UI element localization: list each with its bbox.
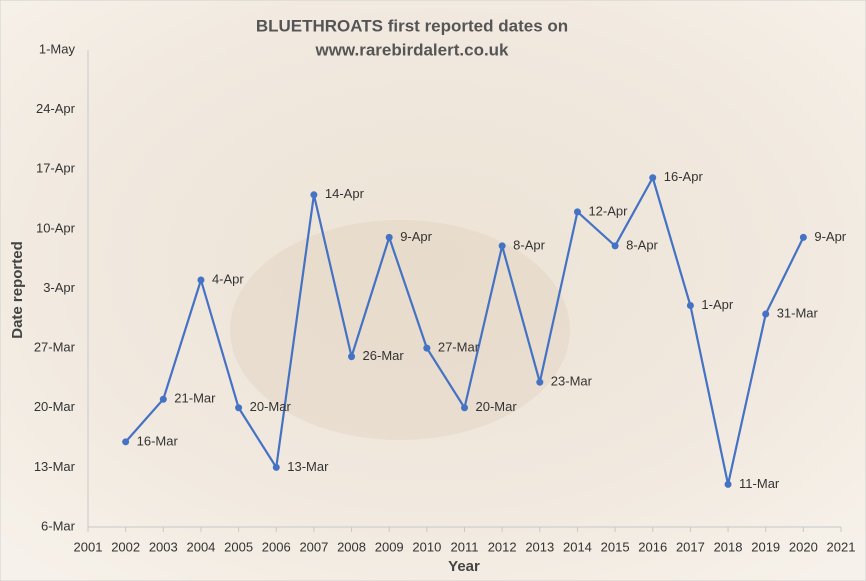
data-label: 27-Mar <box>438 340 480 355</box>
x-tick-label: 2015 <box>601 539 630 554</box>
data-label: 31-Mar <box>777 305 819 320</box>
x-tick-label: 2003 <box>149 539 178 554</box>
x-tick-label: 2004 <box>186 539 215 554</box>
photo-shade <box>230 220 570 440</box>
data-label: 11-Mar <box>739 476 780 491</box>
x-tick-label: 2001 <box>74 539 103 554</box>
point <box>423 344 431 352</box>
data-label: 16-Apr <box>664 169 704 184</box>
x-tick-label: 2019 <box>751 539 780 554</box>
data-label: 4-Apr <box>212 271 244 286</box>
data-label: 12-Apr <box>588 203 628 218</box>
point <box>686 302 694 310</box>
x-tick-label: 2013 <box>525 539 554 554</box>
point <box>649 174 657 182</box>
point <box>799 233 807 241</box>
point <box>272 463 280 471</box>
x-tick-label: 2012 <box>488 539 517 554</box>
x-tick-label: 2005 <box>224 539 253 554</box>
data-label: 16-Mar <box>137 433 179 448</box>
x-tick-label: 2018 <box>714 539 743 554</box>
x-tick-label: 2009 <box>375 539 404 554</box>
y-tick-label: 24-Apr <box>36 101 76 116</box>
x-axis-title: Year <box>448 558 480 575</box>
point <box>573 208 581 216</box>
point <box>461 404 468 412</box>
point <box>235 404 243 412</box>
data-label: 26-Mar <box>363 348 405 363</box>
point <box>122 438 130 446</box>
x-tick-label: 2021 <box>827 539 856 554</box>
x-tick-label: 2002 <box>111 539 140 554</box>
x-tick-label: 2006 <box>262 539 291 554</box>
data-label: 23-Mar <box>551 374 593 389</box>
x-tick-label: 2016 <box>638 539 667 554</box>
point <box>348 353 356 361</box>
point <box>762 310 770 318</box>
y-tick-label: 3-Apr <box>43 280 75 295</box>
x-tick-label: 2007 <box>299 539 328 554</box>
chart-title: BLUETHROATS first reported dates on <box>256 16 568 35</box>
data-label: 20-Mar <box>476 399 518 414</box>
data-label: 13-Mar <box>287 459 329 474</box>
y-tick-label: 20-Mar <box>34 399 76 414</box>
y-tick-label: 6-Mar <box>41 518 76 533</box>
data-label: 8-Apr <box>513 237 545 252</box>
y-tick-label: 1-May <box>39 41 76 56</box>
point <box>536 378 544 386</box>
point <box>159 395 167 403</box>
point <box>611 242 619 250</box>
chart-subtitle: www.rarebirdalert.co.uk <box>314 40 509 59</box>
point <box>498 242 506 250</box>
x-tick-label: 2020 <box>789 539 818 554</box>
x-tick-label: 2010 <box>412 539 441 554</box>
x-tick-label: 2014 <box>563 539 592 554</box>
point <box>197 276 205 284</box>
x-tick-label: 2008 <box>337 539 366 554</box>
point <box>385 233 393 241</box>
data-label: 9-Apr <box>814 229 846 244</box>
x-tick-label: 2017 <box>676 539 705 554</box>
data-label: 14-Apr <box>325 186 365 201</box>
data-label: 20-Mar <box>250 399 292 414</box>
y-tick-label: 13-Mar <box>34 459 76 474</box>
data-label: 1-Apr <box>701 297 733 312</box>
y-axis-title: Date reported <box>9 241 26 339</box>
y-tick-label: 10-Apr <box>36 220 76 235</box>
x-tick-label: 2011 <box>451 539 479 554</box>
data-label: 9-Apr <box>400 229 432 244</box>
data-label: 8-Apr <box>626 237 658 252</box>
y-tick-label: 17-Apr <box>36 161 76 176</box>
data-label: 21-Mar <box>174 391 216 406</box>
point <box>724 480 732 488</box>
point <box>310 191 318 199</box>
y-tick-label: 27-Mar <box>34 340 76 355</box>
